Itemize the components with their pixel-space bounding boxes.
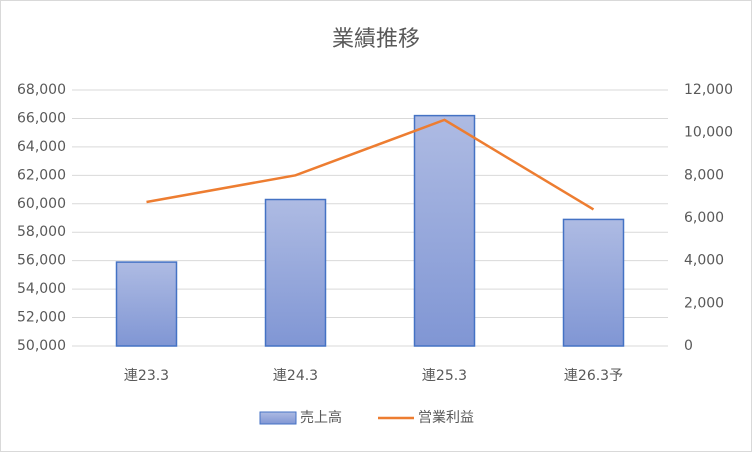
bar bbox=[115, 261, 178, 347]
y2-tick-label: 4,000 bbox=[684, 253, 724, 269]
y-tick-label: 50,000 bbox=[17, 338, 66, 354]
y-tick-label: 68,000 bbox=[17, 82, 66, 98]
y2-tick-label: 0 bbox=[684, 338, 693, 354]
bar bbox=[413, 114, 476, 347]
y-tick-label: 64,000 bbox=[17, 139, 66, 155]
y-tick-label: 62,000 bbox=[17, 167, 66, 183]
x-tick-label: 連26.3予 bbox=[564, 368, 623, 384]
y2-tick-label: 6,000 bbox=[684, 210, 724, 226]
legend-label: 営業利益 bbox=[418, 410, 474, 426]
x-tick-label: 連23.3 bbox=[124, 368, 169, 384]
x-tick-label: 連24.3 bbox=[273, 368, 318, 384]
y-tick-label: 54,000 bbox=[17, 281, 66, 297]
x-tick-label: 連25.3 bbox=[422, 368, 467, 384]
y-tick-label: 56,000 bbox=[17, 253, 66, 269]
chart-title: 業績推移 bbox=[332, 27, 420, 52]
y2-tick-label: 12,000 bbox=[684, 82, 733, 98]
bar bbox=[264, 198, 327, 347]
y-tick-label: 58,000 bbox=[17, 224, 66, 240]
y2-tick-label: 2,000 bbox=[684, 295, 724, 311]
y-tick-label: 60,000 bbox=[17, 196, 66, 212]
y2-tick-label: 10,000 bbox=[684, 125, 733, 141]
y2-tick-label: 8,000 bbox=[684, 167, 724, 183]
line bbox=[146, 118, 595, 211]
legend-label: 売上高 bbox=[300, 409, 342, 426]
legend-swatch bbox=[259, 411, 297, 425]
bar bbox=[562, 218, 625, 347]
y-tick-label: 66,000 bbox=[17, 110, 66, 126]
y-tick-label: 52,000 bbox=[17, 310, 66, 326]
